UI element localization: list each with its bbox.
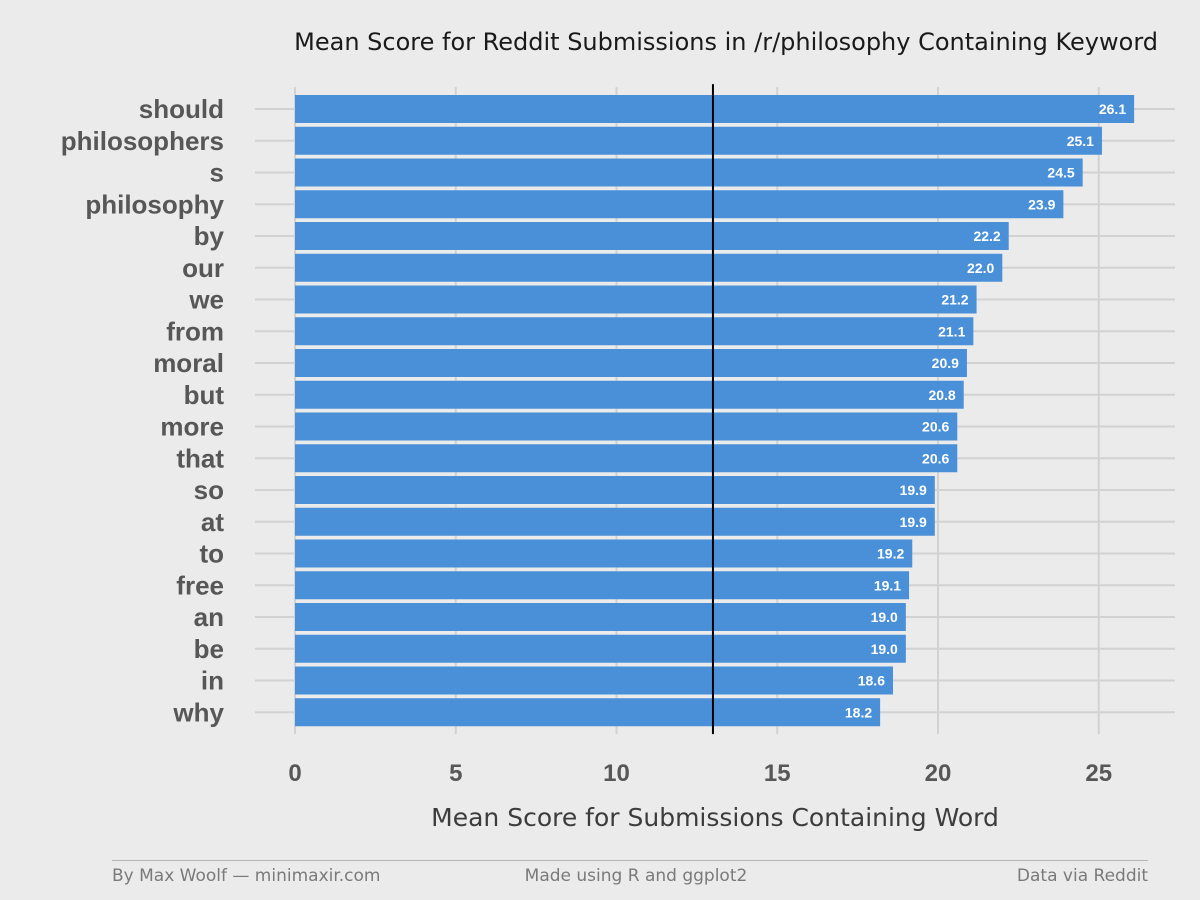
y-tick-label: moral (153, 348, 224, 378)
bar (295, 476, 935, 504)
chart-title: Mean Score for Reddit Submissions in /r/… (294, 28, 1158, 56)
x-tick-label: 10 (603, 760, 630, 787)
bar-value-labels: 26.1 25.1 24.5 23.9 22.2 22.0 21.2 21.1 20.9 20.8… (845, 101, 1126, 720)
bars (295, 95, 1135, 727)
bar-value-label: 19.0 (871, 609, 898, 625)
x-tick-label: 20 (925, 760, 952, 787)
y-tick-label: in (201, 666, 224, 696)
bar-value-label: 26.1 (1099, 101, 1126, 117)
bar-value-label: 20.6 (922, 450, 949, 466)
footer-source: Data via Reddit (1016, 866, 1148, 886)
bar (295, 158, 1083, 187)
y-tick-label: more (160, 412, 224, 442)
bar (295, 222, 1009, 250)
bar-value-label: 19.2 (877, 546, 904, 562)
x-axis-tick-labels: 0 5 10 15 20 25 (288, 760, 1112, 787)
bar-value-label: 18.2 (845, 704, 872, 720)
bar-value-label: 24.5 (1047, 165, 1074, 181)
bar-value-label: 25.1 (1067, 133, 1094, 149)
bar-value-label: 19.1 (874, 577, 901, 593)
bar-value-label: 19.9 (900, 514, 927, 530)
bar (295, 126, 1102, 155)
bar-value-label: 19.0 (871, 641, 898, 657)
bar-value-label: 18.6 (858, 673, 885, 689)
x-tick-label: 5 (449, 760, 462, 787)
y-tick-label: an (194, 602, 224, 632)
bar (295, 539, 913, 568)
bar-value-label: 20.6 (922, 419, 949, 435)
bar (295, 95, 1135, 123)
footer-author: By Max Woolf — minimaxir.com (112, 866, 381, 886)
footer-credit: Made using R and ggplot2 (524, 866, 748, 886)
bar-value-label: 22.2 (973, 228, 1000, 244)
y-tick-label: free (176, 570, 224, 600)
y-tick-label: should (139, 94, 224, 124)
bar-value-label: 22.0 (967, 260, 994, 276)
y-tick-label: so (194, 475, 224, 505)
bar (295, 666, 893, 695)
bar (295, 571, 910, 600)
bar (295, 412, 958, 441)
y-tick-label: to (199, 539, 224, 569)
y-axis-tick-labels: shouldphilosopherssphilosophybyourwefrom… (61, 94, 225, 727)
bar (295, 380, 964, 409)
bar-value-label: 20.8 (928, 387, 955, 403)
y-tick-label: s (210, 158, 224, 188)
y-tick-label: but (184, 380, 225, 410)
bar (295, 444, 958, 473)
x-tick-label: 25 (1085, 760, 1112, 787)
bar (295, 698, 881, 727)
bar (295, 285, 977, 314)
x-tick-label: 15 (764, 760, 791, 787)
bar (295, 190, 1064, 219)
y-tick-label: why (172, 697, 224, 727)
y-tick-label: that (176, 443, 224, 473)
y-tick-label: be (194, 634, 224, 664)
bar (295, 349, 967, 377)
bar-value-label: 19.9 (900, 482, 927, 498)
bar-value-label: 23.9 (1028, 196, 1055, 212)
bar (295, 253, 1003, 282)
y-tick-label: philosophers (61, 126, 224, 156)
x-axis-label: Mean Score for Submissions Containing Wo… (431, 803, 999, 832)
y-tick-label: at (201, 507, 224, 537)
y-tick-label: we (188, 285, 224, 315)
y-tick-label: by (194, 221, 225, 251)
bar (295, 317, 974, 346)
bar (295, 634, 906, 663)
y-tick-label: our (182, 253, 224, 283)
y-tick-label: philosophy (85, 189, 224, 219)
bar-value-label: 21.1 (938, 323, 965, 339)
bar-value-label: 20.9 (932, 355, 959, 371)
bar (295, 507, 935, 536)
footer-divider (112, 860, 1148, 861)
x-tick-label: 0 (288, 760, 301, 787)
bar (295, 603, 906, 631)
y-tick-label: from (166, 316, 224, 346)
bar-value-label: 21.2 (941, 292, 968, 308)
